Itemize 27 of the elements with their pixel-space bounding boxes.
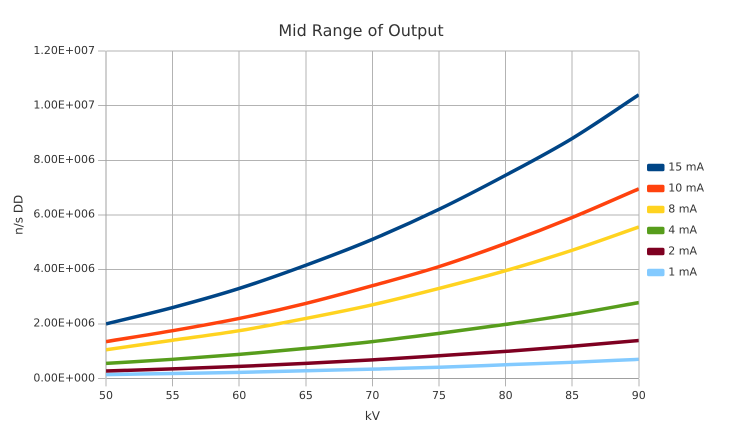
x-tick-label: 55: [166, 388, 180, 402]
legend-label: 1 mA: [668, 265, 698, 278]
legend-label: 2 mA: [668, 244, 698, 258]
x-tick-label: 85: [565, 388, 580, 402]
y-tick-label: 1.00E+007: [33, 98, 96, 112]
x-tick-label: 90: [632, 388, 646, 402]
x-axis-title: kV: [364, 408, 381, 423]
x-tick-label: 65: [298, 388, 313, 402]
line-series: [106, 358, 639, 376]
y-tick-label: 2.00E+006: [33, 316, 96, 330]
legend-label: 8 mA: [668, 202, 698, 216]
legend-label: 4 mA: [668, 223, 698, 236]
line-series: [106, 338, 639, 373]
x-tick-label: 70: [365, 388, 380, 402]
x-tick-label: 75: [432, 388, 446, 402]
y-tick-label: 6.00E+006: [33, 208, 96, 221]
y-axis-title: n/s DD: [11, 194, 26, 235]
legend-label: 15 mA: [668, 160, 704, 174]
y-tick-label: 8.00E+006: [33, 153, 96, 166]
x-tick-label: 60: [232, 388, 246, 402]
y-tick-label: 0.00E+000: [33, 371, 96, 384]
y-tick-label: 1.20E+007: [33, 44, 96, 58]
chart-title: Mid Range of Output: [278, 20, 444, 40]
legend-label: 10 mA: [668, 181, 704, 194]
y-tick-label: 4.00E+006: [33, 262, 96, 276]
x-tick-label: 50: [99, 388, 114, 402]
x-tick-label: 80: [498, 388, 513, 402]
